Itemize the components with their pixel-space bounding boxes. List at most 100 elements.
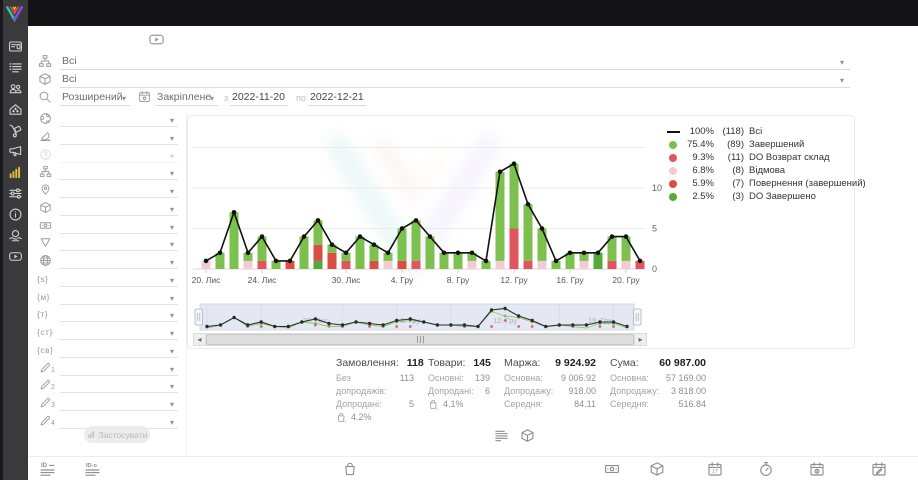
legend-item-1[interactable]: 100% (118) Всі <box>666 125 866 138</box>
select-underline: ▾ <box>60 165 178 181</box>
search-mode-select[interactable]: Розширений <box>62 91 123 103</box>
period-mode-select[interactable]: Закріплене <box>157 91 212 103</box>
filter-select-9[interactable]: ▾ <box>28 254 186 271</box>
sidebar-item-analytics[interactable] <box>3 162 28 183</box>
search-icon <box>38 90 52 104</box>
cube-icon <box>39 73 51 85</box>
stat-sub-label: Допродані: <box>336 399 382 409</box>
column-header-calendar-sum-icon[interactable] <box>809 461 825 477</box>
sidebar-item-orders[interactable] <box>3 57 28 78</box>
sidebar-item-settings[interactable] <box>3 183 28 204</box>
svg-text:ID-о: ID-о <box>86 463 97 469</box>
legend-count: (11) <box>727 152 744 163</box>
legend-count: (7) <box>732 178 744 189</box>
sidebar-item-clients[interactable] <box>3 78 28 99</box>
help-icon <box>40 148 51 160</box>
legend-percent: 2.5% <box>692 191 714 202</box>
source-filter[interactable]: Всі ▾ <box>38 54 850 70</box>
trolley-icon <box>9 124 22 138</box>
topbar <box>0 0 918 26</box>
legend-count: (89) <box>727 139 744 150</box>
stat-sub-label: Допродажу: <box>610 386 660 396</box>
filter-select-13[interactable]: {ст} ▾ <box>28 325 186 342</box>
source-filter-underline <box>60 54 850 70</box>
view-toggle-products[interactable] <box>520 428 535 443</box>
chevron-down-icon: ▾ <box>169 204 174 214</box>
brace-label: {т} <box>37 309 49 320</box>
scrollbar-track[interactable] <box>206 333 634 346</box>
sidebar-item-delivery[interactable] <box>3 120 28 141</box>
chart-icon <box>9 166 20 179</box>
navigator-handle-right[interactable] <box>633 308 642 326</box>
chevron-down-icon: ▾ <box>210 94 215 103</box>
select-underline: ▾ <box>60 254 178 269</box>
info-icon <box>9 208 22 221</box>
column-header-id-o-lines-icon[interactable]: ID-о <box>85 461 101 477</box>
x-axis: 20. Лис 24. Лис 30. Лис 4. Гру 8. Гру 12. Гру… <box>192 269 640 285</box>
sidebar-item-cards[interactable] <box>3 36 28 57</box>
select-underline: ▾ <box>60 378 178 394</box>
column-header-calendar-edit-icon[interactable] <box>871 461 887 477</box>
filter-select-16[interactable]: 2 ▾ <box>28 378 186 395</box>
scrollbar-thumb[interactable] <box>206 334 634 345</box>
video-button[interactable] <box>148 31 174 48</box>
sidebar-item-info[interactable] <box>3 204 28 225</box>
legend-item-3[interactable]: 9.3% (11) DO Возврат склад <box>666 151 866 164</box>
sidebar-item-video[interactable] <box>3 246 28 267</box>
date-from-input[interactable]: 2022-11-20 <box>232 91 285 103</box>
banknote-icon <box>605 465 619 473</box>
column-header-calendar-17-icon[interactable]: 17 <box>707 461 723 477</box>
scroll-left-button[interactable]: ◂ <box>193 333 206 346</box>
chart-navigator[interactable]: 28. Лис 5. Гру 12. Гру 19. Гру <box>194 303 642 331</box>
filter-select-1[interactable]: ▾ <box>28 112 186 129</box>
play-icon <box>9 252 22 261</box>
apply-button[interactable]: Застосувати <box>84 426 150 443</box>
filter-select-2[interactable]: ▾ <box>28 130 186 147</box>
column-header-bag-icon[interactable] <box>342 461 358 477</box>
banknote-icon <box>39 221 52 229</box>
column-header-stopwatch-icon[interactable] <box>758 461 774 477</box>
stat-sub-value: 918.00 <box>568 386 596 396</box>
stat-column-2: Товари: 145 Основні: 139 Допродані: 6 s 4.1% <box>428 357 491 424</box>
filter-select-8[interactable]: ▾ <box>28 236 186 253</box>
filter-select-11[interactable]: {м} ▾ <box>28 290 186 307</box>
id-o-lines-icon: ID-о <box>85 463 100 476</box>
legend-item-5[interactable]: 5.9% (7) Повернення (завершений) <box>666 177 866 190</box>
filter-select-17[interactable]: 3 ▾ <box>28 396 186 413</box>
protractor-icon <box>40 131 51 141</box>
column-header-cube-icon[interactable] <box>649 461 665 477</box>
view-toggle-list[interactable] <box>494 428 509 443</box>
stat-sub-value: 139 <box>474 373 490 383</box>
pencil-icon <box>40 362 51 372</box>
sidebar-item-store[interactable] <box>3 99 28 120</box>
sitemap-icon <box>39 166 52 178</box>
filter-select-5[interactable]: ▾ <box>28 183 186 200</box>
structure-icon <box>38 54 52 68</box>
product-filter[interactable]: Всі ▾ <box>38 72 850 88</box>
date-to-input[interactable]: 2022-12-21 <box>310 91 364 103</box>
logo-icon <box>6 6 23 23</box>
svg-text:20. Гру: 20. Гру <box>612 275 640 285</box>
sidebar-item-marketing[interactable] <box>3 141 28 162</box>
navigator-handle-left[interactable] <box>194 308 203 326</box>
select-underline: ▾ <box>60 112 178 127</box>
sidebar-item-partners[interactable] <box>3 225 28 246</box>
column-header-banknote-icon[interactable] <box>604 461 620 477</box>
filter-select-6[interactable]: ▾ <box>28 201 186 218</box>
stat-value: 9 924.92 <box>555 357 596 369</box>
filter-select-4[interactable]: ▾ <box>28 165 186 182</box>
chevron-down-icon: ▾ <box>169 311 174 321</box>
filter-select-12[interactable]: {т} ▾ <box>28 307 186 324</box>
legend-item-2[interactable]: 75.4% (89) Завершений <box>666 138 866 151</box>
filter-select-10[interactable]: {s} ▾ <box>28 272 186 289</box>
chevron-down-icon: ▾ <box>169 133 174 143</box>
legend-item-4[interactable]: 6.8% (8) Відмова <box>666 164 866 177</box>
scroll-right-button[interactable]: ▸ <box>634 333 647 346</box>
legend-item-6[interactable]: 2.5% (3) DO Завершено <box>666 190 866 203</box>
filter-select-14[interactable]: {св} ▾ <box>28 343 186 360</box>
date-from-label: з <box>224 93 229 103</box>
stat-value: 145 <box>473 357 491 369</box>
filter-select-15[interactable]: 1 ▾ <box>28 361 186 378</box>
filter-select-7[interactable]: ▾ <box>28 219 186 236</box>
column-header-id-lines-icon[interactable]: ID <box>40 461 56 477</box>
